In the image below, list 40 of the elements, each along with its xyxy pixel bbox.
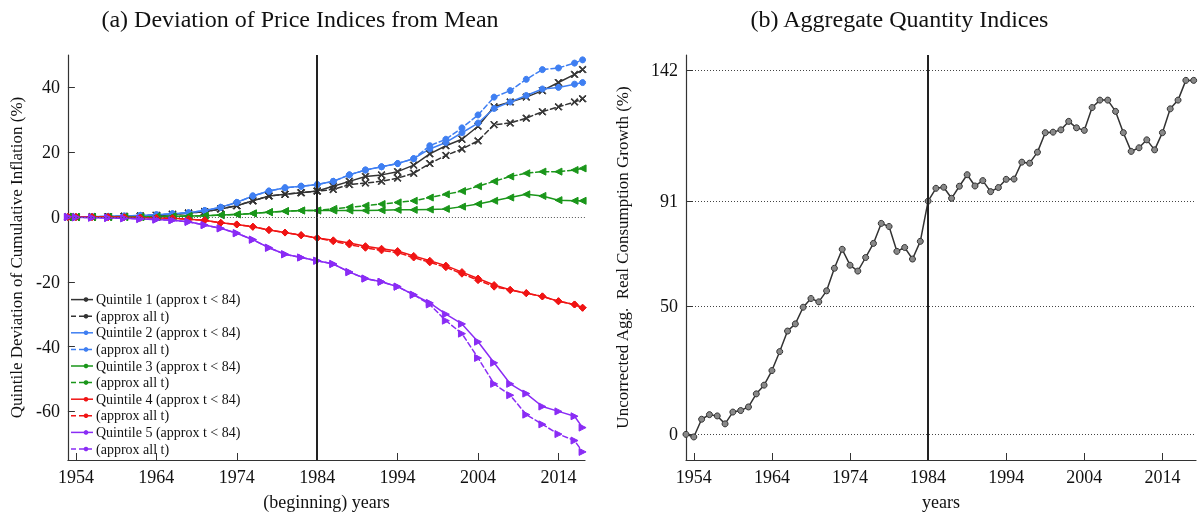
x-tick-label: 1964 <box>753 467 790 487</box>
y-tick-label: 50 <box>660 296 678 317</box>
x-tick-label: 1984 <box>299 467 336 487</box>
y-tick-label: 142 <box>651 60 678 81</box>
legend-label: Quintile 4 (approx t < 84) <box>96 391 241 408</box>
legend-label: (approx all t) <box>96 341 170 358</box>
y-tick-label: -20 <box>35 271 60 292</box>
chart-title: (b) Aggregate Quantity Indices <box>750 6 1049 32</box>
y-axis-title: Uncorrected Agg. Real Consumption Growth (%) <box>613 86 632 429</box>
legend-label: (approx all t) <box>96 441 170 458</box>
x-axis-title: years <box>922 492 960 512</box>
x-axis-title: (beginning) years <box>263 492 390 513</box>
y-axis-title: Quintile Deviation of Cumulative Inflation (%) <box>7 96 26 419</box>
x-tick-label: 1994 <box>379 467 416 487</box>
x-tick-label: 1964 <box>138 467 175 487</box>
y-tick-label: -60 <box>35 401 60 422</box>
legend-label: Quintile 5 (approx t < 84) <box>96 424 241 441</box>
y-tick-label: 91 <box>660 191 678 212</box>
y-tick-label: 40 <box>41 77 60 98</box>
legend-label: Quintile 2 (approx t < 84) <box>96 325 241 342</box>
y-tick-label: 0 <box>50 207 60 227</box>
x-tick-label: 1954 <box>57 467 94 487</box>
legend-label: (approx all t) <box>96 308 170 325</box>
legend-label: Quintile 1 (approx t < 84) <box>96 292 241 309</box>
legend-label: (approx all t) <box>96 408 170 425</box>
x-tick-label: 2004 <box>460 467 497 487</box>
x-tick-label: 1954 <box>675 467 712 487</box>
x-tick-label: 1974 <box>218 467 255 487</box>
x-tick-label: 1984 <box>910 467 947 487</box>
x-tick-label: 1974 <box>832 467 869 487</box>
chart-title: (a) Deviation of Price Indices from Mean <box>101 6 499 32</box>
y-tick-label: 0 <box>669 424 678 445</box>
x-tick-label: 1994 <box>988 467 1025 487</box>
y-tick-label: -40 <box>35 336 60 357</box>
x-tick-label: 2004 <box>1066 467 1103 487</box>
legend-label: Quintile 3 (approx t < 84) <box>96 358 241 375</box>
x-tick-label: 2014 <box>1144 467 1181 487</box>
legend-label: (approx all t) <box>96 375 170 392</box>
x-tick-label: 2014 <box>540 467 577 487</box>
y-tick-label: 20 <box>41 142 60 163</box>
